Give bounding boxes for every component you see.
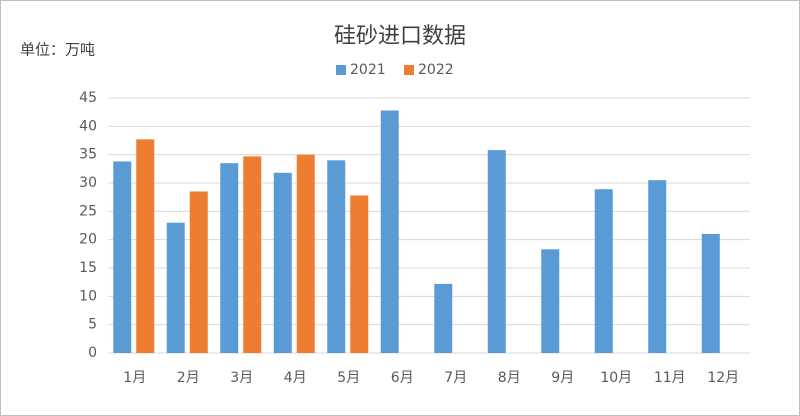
bar: [136, 139, 155, 353]
bar: [434, 283, 453, 353]
y-tick-label: 15: [79, 260, 97, 276]
x-tick-label: 10月: [600, 370, 632, 386]
bar: [273, 172, 292, 353]
bar: [380, 110, 399, 353]
bar: [296, 154, 315, 353]
bar: [487, 150, 506, 353]
legend-swatch: [336, 65, 346, 75]
x-tick-label: 5月: [337, 370, 360, 386]
legend-swatch: [404, 65, 414, 75]
bar: [701, 234, 720, 353]
x-tick-label: 6月: [391, 370, 414, 386]
legend-label: 2022: [418, 62, 454, 78]
bar: [541, 249, 560, 353]
y-tick-label: 10: [79, 288, 97, 304]
legend-label: 2021: [350, 62, 386, 78]
y-tick-label: 40: [79, 118, 97, 134]
bar: [648, 180, 667, 353]
y-tick-label: 0: [88, 345, 97, 361]
x-tick-label: 3月: [230, 370, 253, 386]
x-tick-label: 4月: [284, 370, 307, 386]
unit-label: 单位：万吨: [20, 41, 95, 59]
chart-title: 硅砂进口数据: [334, 24, 466, 49]
bar: [113, 161, 132, 353]
x-tick-label: 12月: [707, 370, 739, 386]
bar: [189, 191, 208, 353]
bar: [327, 160, 346, 353]
bar: [350, 195, 369, 353]
bar: [220, 163, 239, 353]
y-tick-label: 45: [79, 90, 97, 106]
y-tick-label: 35: [79, 147, 97, 163]
x-tick-label: 1月: [123, 370, 146, 386]
bar: [243, 156, 262, 353]
bar: [166, 222, 185, 353]
bar: [594, 189, 613, 353]
y-tick-label: 30: [79, 175, 97, 191]
x-tick-label: 7月: [444, 370, 467, 386]
y-tick-label: 20: [79, 232, 97, 248]
x-tick-label: 2月: [177, 370, 200, 386]
x-tick-label: 11月: [654, 370, 686, 386]
x-tick-label: 8月: [498, 370, 521, 386]
y-tick-label: 5: [88, 317, 97, 333]
x-tick-label: 9月: [551, 370, 574, 386]
y-tick-label: 25: [79, 203, 97, 219]
